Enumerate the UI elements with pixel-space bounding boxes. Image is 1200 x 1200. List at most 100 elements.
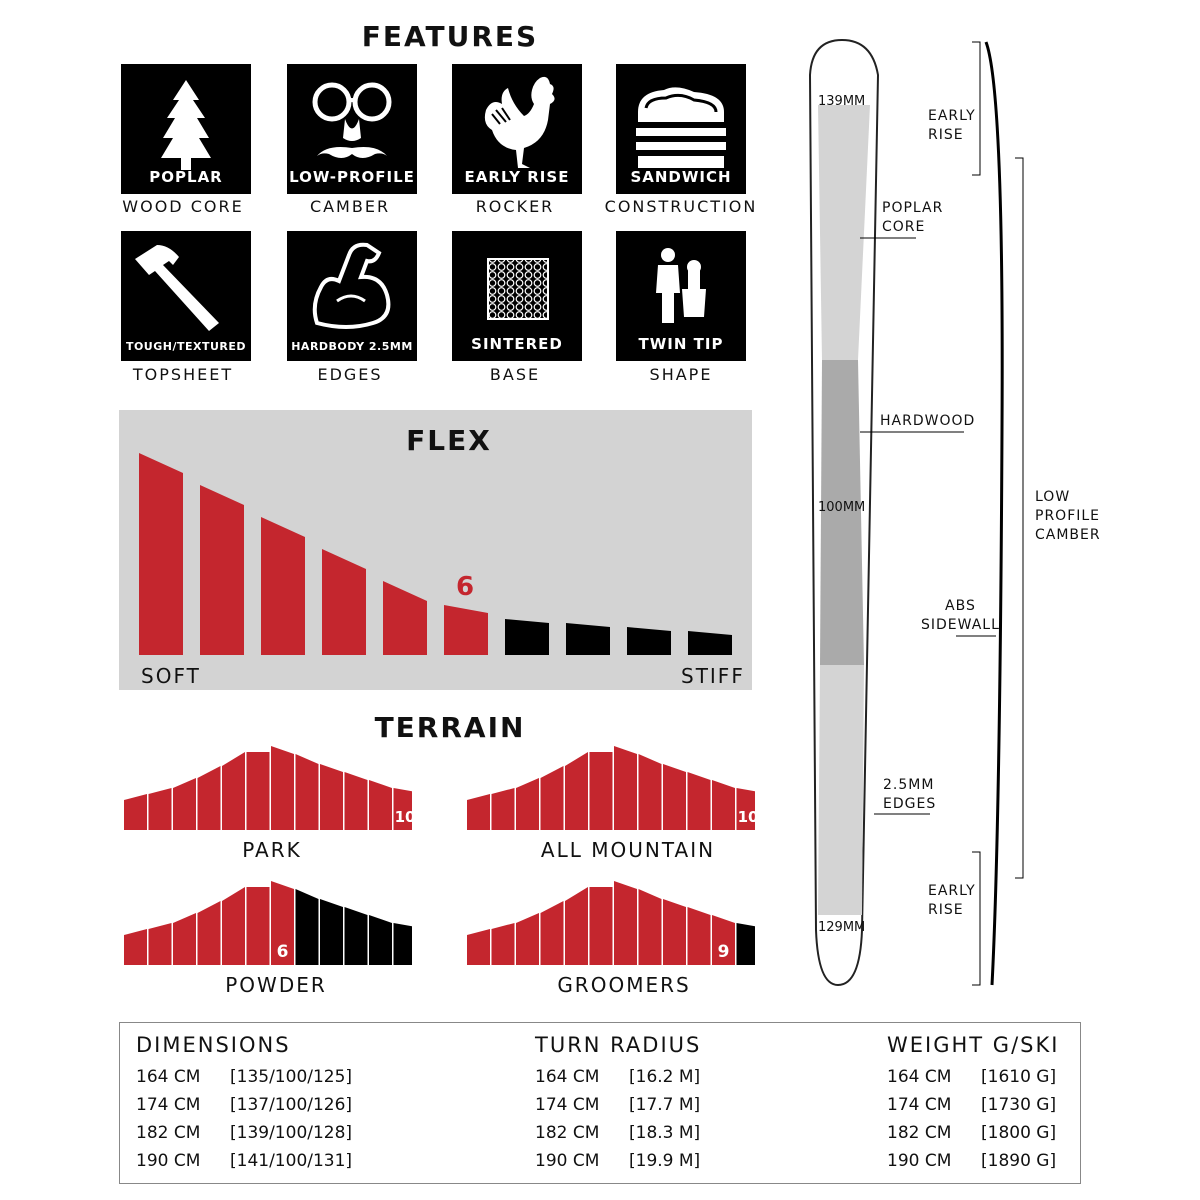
table-row: 190 CM [19.9 M]: [535, 1151, 701, 1171]
bracket-early-rise-top: [972, 41, 981, 176]
table-row: 190 CM [1890 G]: [887, 1151, 1057, 1171]
terrain-bar: [369, 780, 392, 830]
sandwich-icon: [636, 87, 726, 168]
table-row: 182 CM [1800 G]: [887, 1123, 1057, 1143]
terrain-bar: [271, 881, 294, 965]
table-row: 174 CM [1730 G]: [887, 1095, 1057, 1115]
turn-radius-column: TURN RADIUS 164 CM [16.2 M] 174 CM [17.7 M…: [535, 1033, 701, 1171]
terrain-bar: [222, 752, 245, 830]
terrain-bar: [565, 752, 588, 830]
terrain-bar: [614, 881, 637, 965]
terrain-bar: [491, 923, 515, 965]
table-row: 190 CM [141/100/131]: [136, 1151, 353, 1171]
terrain-bar: [295, 754, 319, 830]
table-row: 182 CM [139/100/128]: [136, 1123, 353, 1143]
feature-tile-topsheet: TOUGH/TEXTURED: [121, 231, 251, 361]
terrain-bar: [540, 766, 564, 830]
terrain-bar: [736, 788, 755, 830]
flex-bar: [688, 631, 732, 655]
terrain-value: 9: [718, 942, 730, 962]
tip-width: 139MM: [818, 94, 866, 109]
terrain-value: 10: [738, 808, 755, 826]
terrain-bar: [295, 889, 319, 965]
terrain-park-chart: 10: [124, 746, 412, 830]
flex-value: 6: [456, 572, 475, 602]
tail-width: 129MM: [818, 920, 866, 935]
flex-bar: [505, 619, 549, 655]
flex-min-label: SOFT: [141, 664, 201, 688]
flexed-arm-icon: [312, 242, 391, 329]
glasses-mustache-icon: [312, 82, 392, 158]
bracket-early-rise-bottom: [972, 851, 981, 986]
flex-bar: [200, 485, 244, 655]
terrain-bar: [246, 752, 270, 830]
features-title: FEATURES: [361, 20, 539, 53]
terrain-bar: [148, 923, 172, 965]
terrain-bar: [320, 764, 343, 830]
dimensions-title: DIMENSIONS: [136, 1033, 291, 1057]
specs-table: DIMENSIONS 164 CM [135/100/125] 174 CM [13…: [119, 1022, 1081, 1184]
terrain-value: 6: [277, 942, 289, 962]
ski-diagram: [808, 38, 1024, 987]
feature-label: TWIN TIP: [638, 335, 724, 353]
flex-bar: [322, 549, 366, 655]
feature-caption: CAMBER: [309, 197, 391, 216]
terrain-bar: [124, 929, 147, 965]
terrain-bar: [467, 794, 490, 830]
terrain-bar: [246, 887, 270, 965]
terrain-bar: [540, 901, 564, 965]
feature-label: POPLAR: [149, 168, 223, 186]
table-row: 164 CM [135/100/125]: [136, 1067, 353, 1087]
label-poplar-core: POPLAR CORE: [882, 200, 944, 235]
terrain-bar: [491, 788, 515, 830]
feature-caption: ROCKER: [475, 197, 555, 216]
weight-column: WEIGHT G/SKI 164 CM [1610 G] 174 CM [1730 …: [887, 1033, 1059, 1171]
feature-label: LOW-PROFILE: [289, 168, 415, 186]
label-abs-sidewall: ABS SIDEWALL: [921, 598, 1000, 633]
flex-title: FLEX: [406, 424, 492, 457]
flex-max-label: STIFF: [681, 664, 745, 688]
feature-tile-rocker: EARLY RISE: [452, 64, 582, 194]
terrain-bar: [320, 899, 343, 965]
terrain-bar: [712, 780, 735, 830]
terrain-bar: [393, 923, 412, 965]
label-hardwood: HARDWOOD: [880, 413, 976, 429]
flex-bar: [261, 517, 305, 655]
feature-caption: CONSTRUCTION: [604, 197, 758, 216]
flex-bar: [383, 581, 427, 655]
terrain-bar: [197, 901, 221, 965]
terrain-bar: [687, 772, 711, 830]
feature-caption: SHAPE: [649, 365, 713, 384]
dimensions-column: DIMENSIONS 164 CM [135/100/125] 174 CM [13…: [136, 1033, 352, 1171]
flex-bar: [566, 623, 610, 655]
feature-label: HARDBODY 2.5MM: [291, 340, 413, 353]
terrain-bar: [687, 907, 711, 965]
tree-icon: [161, 80, 211, 170]
terrain-bar: [124, 794, 147, 830]
terrain-bar: [369, 915, 392, 965]
terrain-value: 10: [395, 808, 412, 826]
feature-tile-camber: LOW-PROFILE: [287, 64, 417, 194]
feature-label: SANDWICH: [630, 168, 732, 186]
terrain-bar: [565, 887, 588, 965]
terrain-bar: [736, 923, 755, 965]
terrain-title: TERRAIN: [374, 711, 526, 744]
flex-bar: [139, 453, 183, 655]
terrain-bar: [197, 766, 221, 830]
terrain-park-label: PARK: [242, 838, 302, 862]
feature-caption: EDGES: [317, 365, 383, 384]
table-row: 182 CM [18.3 M]: [535, 1123, 701, 1143]
flex-bar: [627, 627, 671, 655]
table-row: 164 CM [16.2 M]: [535, 1067, 701, 1087]
label-low-profile-camber: LOW PROFILE CAMBER: [1035, 489, 1101, 543]
terrain-all-mountain-label: ALL MOUNTAIN: [540, 838, 716, 862]
mesh-grid-icon: [487, 258, 549, 320]
terrain-bar: [638, 889, 662, 965]
terrain-groomers-chart: 9: [467, 881, 755, 965]
terrain-powder-label: POWDER: [225, 973, 327, 997]
terrain-bar: [173, 778, 196, 830]
terrain-bar: [222, 887, 245, 965]
label-early-rise-top: EARLY RISE: [928, 108, 976, 143]
ski-core-hardwood: [820, 360, 864, 665]
ski-core-tail: [818, 665, 864, 915]
